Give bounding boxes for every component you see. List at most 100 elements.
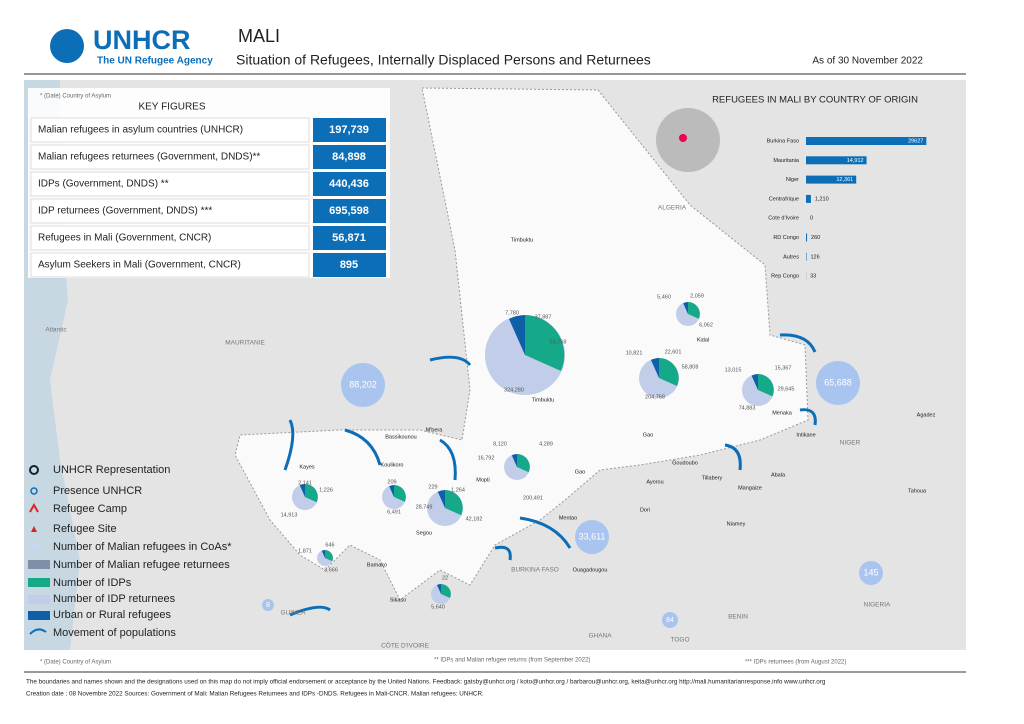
kf-label-cell [30, 171, 310, 197]
place-label: Mangaize [738, 485, 762, 491]
value-label: 12,361 [836, 177, 853, 183]
pie-label: 209 [387, 479, 396, 485]
pie-label: 74,883 [739, 405, 756, 411]
pie-label: 28,749 [416, 504, 433, 510]
pie-label: 204,768 [645, 394, 665, 400]
kf-label-cell [30, 198, 310, 224]
place-label: Ouagadougou [573, 567, 608, 573]
globe-mali [679, 134, 687, 142]
pie-label: 1,264 [451, 487, 465, 493]
kf-value: 56,871 [332, 232, 366, 244]
pie-label: 58,808 [682, 364, 699, 370]
pie-label: 53,768 [550, 339, 567, 345]
kf-label: IDP returnees (Government, DNDS) *** [38, 206, 212, 217]
place-label: Abala [771, 472, 786, 478]
kf-label: IDPs (Government, DNDS) ** [38, 179, 169, 190]
place-label: Mopti [476, 477, 489, 483]
place-label: Goudoubo [672, 460, 698, 466]
logo-sub: The UN Refugee Agency [97, 56, 213, 67]
place-label: Intikane [796, 432, 815, 438]
place-label: Koulikoro [381, 462, 404, 468]
kf-value: 440,436 [329, 178, 369, 190]
bubble-label: 8 [266, 602, 270, 609]
pie-label: 42,182 [466, 516, 483, 522]
pie-slice [394, 485, 406, 502]
bubble-label: 65,688 [824, 377, 852, 387]
kf-label: Asylum Seekers in Mali (Government, CNCR… [38, 260, 241, 271]
place-label: BURKINA FASO [511, 567, 559, 574]
pie-slice [525, 315, 565, 371]
kf-value-cell [313, 226, 386, 250]
value-label: 1,210 [815, 196, 829, 202]
kf-value: 84,898 [332, 151, 366, 163]
place-label: Atlantic [45, 327, 67, 334]
icon [30, 487, 38, 495]
movement-arrow [283, 419, 295, 471]
icon [28, 595, 50, 604]
place-label: Sikaso [390, 597, 407, 603]
pie-slice [517, 454, 530, 473]
bar [806, 137, 927, 145]
place-label: Mentao [559, 515, 577, 521]
place-label: BENIN [728, 614, 748, 621]
movement-arrow [289, 605, 331, 617]
value-label: 14,912 [847, 158, 864, 164]
pie-slice [437, 584, 441, 594]
pie-label: 2,059 [690, 293, 704, 299]
bar [806, 194, 811, 203]
pie-slice [509, 315, 525, 355]
kf-note: * (Date) Country of Asylum [40, 94, 111, 100]
pie-slice [325, 550, 333, 562]
category-label: Burkina Faso [767, 138, 799, 144]
bar [806, 156, 867, 165]
value-label: 260 [811, 235, 820, 241]
subtitle: Situation of Refugees, Internally Displa… [236, 52, 651, 68]
bubble-label: 84 [666, 617, 674, 624]
refugee-bubble [662, 612, 678, 628]
logo-text: UNHCR [93, 25, 191, 55]
legend-label: Number of Malian refugees in CoAs* [53, 541, 232, 553]
pie-label: 16,792 [478, 455, 495, 461]
place-label: Bamako [367, 562, 387, 568]
place-label: Niamey [727, 521, 746, 527]
kf-value-cell [313, 253, 386, 277]
foot-note: ** IDPs and Malian refugee returns (from… [434, 658, 590, 664]
category-label: Cote d'Ivoire [768, 216, 799, 222]
pie-label: 29,645 [778, 386, 795, 392]
icon [28, 611, 50, 620]
pie-label: 324,280 [504, 387, 524, 393]
place-label: NIGER [840, 440, 861, 447]
legend-label: Number of IDPs [53, 577, 132, 589]
pie-slice [305, 484, 318, 503]
legend-label: Number of IDP returnees [53, 593, 176, 605]
movement-arrow [519, 516, 572, 549]
place-label: ALGERIA [658, 205, 687, 212]
pie-label: 1,871 [298, 548, 312, 554]
movement-arrow [724, 443, 742, 471]
pie-slice [321, 550, 325, 558]
pie-label: 1,226 [319, 487, 333, 493]
pie-label: 229 [428, 484, 437, 490]
place-label: Ayorou [646, 479, 663, 485]
disclaimer: The boundaries and names shown and the d… [26, 679, 826, 686]
kf-label: Malian refugees returnees (Government, D… [38, 152, 260, 163]
logo-emblem [50, 29, 84, 63]
kf-value: 695,598 [329, 205, 369, 217]
kf-label: Malian refugees in asylum countries (UNH… [38, 125, 243, 136]
chart-title: REFUGEES IN MALI BY COUNTRY OF ORIGIN [712, 95, 918, 106]
place-label: Kayes [299, 464, 315, 470]
icon [29, 628, 47, 635]
icon [31, 526, 37, 532]
place-label: Gao [643, 432, 653, 438]
kf-value: 895 [340, 259, 358, 271]
category-label: Niger [786, 177, 799, 183]
kf-label-cell [30, 144, 310, 170]
pie-label: 7,780 [505, 310, 519, 316]
icon [28, 578, 50, 587]
place-label: Gao [575, 469, 585, 475]
kf-value-cell [313, 199, 386, 223]
icon [28, 560, 50, 569]
value-label: 29627 [908, 138, 923, 144]
value-label: 33 [810, 274, 816, 280]
